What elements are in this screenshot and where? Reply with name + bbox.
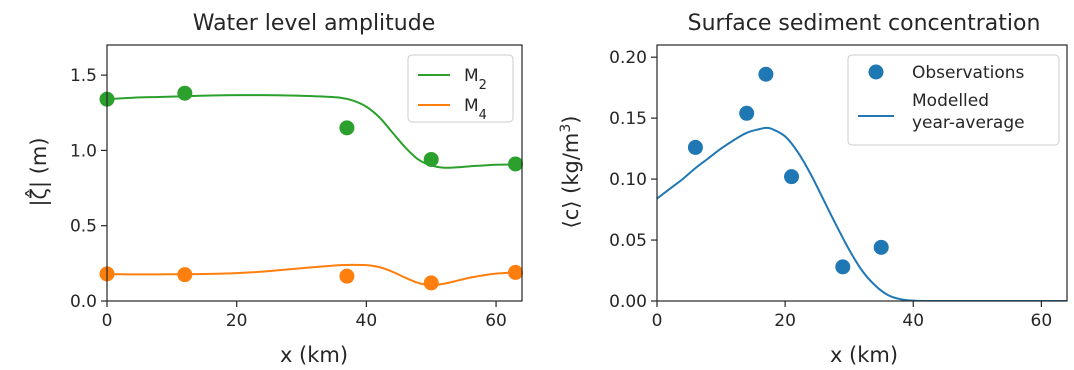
data-point: [739, 105, 755, 121]
series-line: [107, 263, 516, 287]
legend-label: year-average: [912, 113, 1025, 133]
y-tick-label: 0.05: [609, 231, 647, 251]
y-axis-label-end: ): [559, 116, 583, 124]
chart-title: Surface sediment concentration: [688, 11, 1041, 36]
y-axis-label: |ζ̂| (m): [25, 137, 52, 206]
legend-label-subscript: 4: [479, 108, 487, 123]
y-axis-label-superscript: 3: [558, 124, 574, 133]
legend-box: [847, 54, 1060, 146]
y-tick-label: 1.0: [70, 141, 97, 161]
x-tick-label: 20: [226, 311, 248, 331]
chart-title: Water level amplitude: [193, 11, 436, 36]
y-tick-label: 0.20: [609, 48, 647, 68]
y-tick-label: 0.00: [609, 292, 647, 312]
legend-label: Observations: [912, 63, 1025, 83]
x-tick-label: 0: [652, 311, 663, 331]
data-point: [873, 239, 889, 255]
plot-area: 0 20 40 60 0.00 0.05 0.10 0.15 0.20 Observations M…: [609, 44, 1068, 331]
data-point: [423, 275, 439, 291]
legend-label-base: M: [464, 96, 479, 116]
axes-frame: [106, 44, 523, 302]
x-axis-label: x (km): [830, 343, 898, 367]
series-line: [657, 126, 1067, 301]
legend-box: [407, 54, 514, 123]
legend-label: Modelled: [912, 91, 989, 111]
y-tick-label: 0.15: [609, 109, 647, 129]
x-axis-label: x (km): [280, 343, 348, 367]
legend-label: M4: [464, 96, 487, 123]
legend-label-subscript: 2: [479, 78, 487, 93]
water-level-chart: Water level amplitude 0 20 40 60 0.0 0.5 1.0 1.…: [25, 11, 524, 367]
data-point: [687, 139, 703, 155]
data-point: [508, 156, 524, 172]
series-layer: [107, 94, 516, 287]
data-point: [423, 151, 439, 167]
series-line: [107, 94, 516, 169]
legend-marker: [868, 64, 884, 80]
data-point: [784, 169, 800, 185]
y-tick-label: 1.5: [70, 66, 97, 86]
x-tick-label: 60: [485, 311, 507, 331]
y-tick-label: 0.10: [609, 170, 647, 190]
y-axis-label-base: ⟨c⟩ (kg/m: [559, 133, 583, 229]
data-point: [758, 66, 774, 82]
data-point: [508, 264, 524, 280]
sediment-concentration-chart: Surface sediment concentration 0 20 40 60 0.…: [558, 11, 1068, 367]
y-axis-label: ⟨c⟩ (kg/m3): [558, 116, 583, 229]
data-point: [339, 120, 355, 136]
x-tick-label: 40: [902, 311, 924, 331]
data-point: [339, 268, 355, 284]
data-point: [177, 85, 193, 101]
series-layer: [657, 126, 1067, 301]
legend-label-base: M: [464, 66, 479, 86]
data-point: [835, 259, 851, 275]
y-tick-label: 0.5: [70, 217, 97, 237]
legend-label: M2: [464, 66, 487, 93]
x-tick-label: 0: [102, 311, 113, 331]
x-tick-label: 40: [356, 311, 378, 331]
x-tick-label: 20: [774, 311, 796, 331]
x-tick-label: 60: [1031, 311, 1053, 331]
data-point: [177, 267, 193, 283]
axes-frame: [656, 44, 1068, 302]
y-tick-label: 0.0: [70, 292, 97, 312]
